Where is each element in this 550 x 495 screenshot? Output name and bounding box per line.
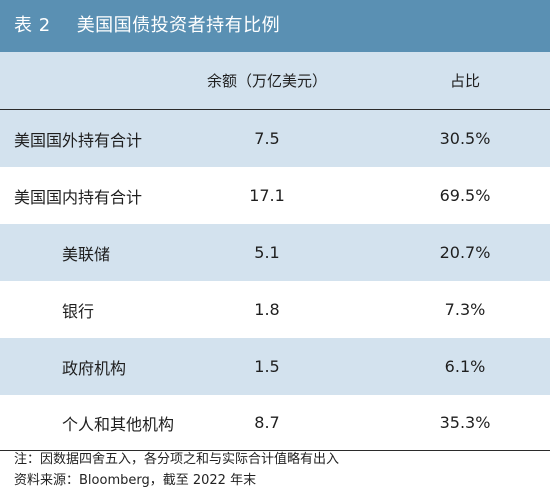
table-notes: 注：因数据四舍五入，各分项之和与实际合计值略有出入 资料来源：Bloomberg… — [14, 449, 339, 491]
data-table: 余额（万亿美元） 占比 美国国外持有合计 7.5 30.5% 美国国内持有合计 … — [0, 52, 550, 451]
row-amount: 7.5 — [254, 129, 280, 148]
row-name: 美国国外持有合计 — [14, 130, 143, 150]
row-share: 6.1% — [444, 357, 486, 376]
table-row: 个人和其他机构 8.7 35.3% — [0, 395, 550, 451]
table-number: 表 2 — [14, 15, 51, 36]
row-name: 美联储 — [62, 244, 111, 264]
row-amount: 5.1 — [254, 243, 280, 262]
row-amount: 1.8 — [254, 300, 280, 319]
table-row: 美国国内持有合计 17.1 69.5% — [0, 167, 550, 224]
source-note: 资料来源：Bloomberg，截至 2022 年末 — [14, 473, 257, 488]
row-share: 30.5% — [439, 129, 491, 148]
row-share: 20.7% — [439, 243, 491, 262]
row-share: 69.5% — [439, 186, 491, 205]
row-name: 个人和其他机构 — [62, 414, 175, 434]
row-share: 35.3% — [439, 413, 491, 432]
header-share: 占比 — [449, 72, 480, 90]
footnote: 注：因数据四舍五入，各分项之和与实际合计值略有出入 — [14, 452, 340, 467]
row-amount: 8.7 — [254, 413, 280, 432]
row-name: 美国国内持有合计 — [14, 187, 143, 207]
header-amount: 余额（万亿美元） — [206, 72, 327, 90]
table-title: 美国国债投资者持有比例 — [76, 15, 281, 36]
table-row: 美国国外持有合计 7.5 30.5% — [0, 110, 550, 167]
header-name — [14, 52, 194, 109]
table-row: 政府机构 1.5 6.1% — [0, 338, 550, 395]
row-name: 银行 — [62, 301, 95, 321]
table-title-bar: 表 2 美国国债投资者持有比例 — [0, 0, 550, 52]
table-row: 美联储 5.1 20.7% — [0, 224, 550, 281]
row-amount: 1.5 — [254, 357, 280, 376]
row-share: 7.3% — [444, 300, 486, 319]
table-header-row: 余额（万亿美元） 占比 — [0, 52, 550, 110]
row-name: 政府机构 — [62, 358, 127, 378]
table-row: 银行 1.8 7.3% — [0, 281, 550, 338]
row-amount: 17.1 — [249, 186, 285, 205]
